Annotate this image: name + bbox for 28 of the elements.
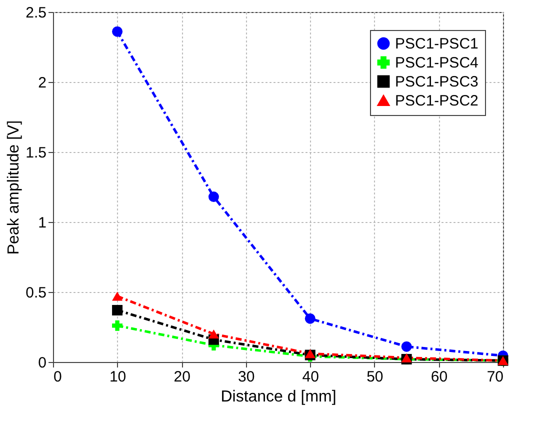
legend-label: PSC1-PSC1 <box>395 36 478 52</box>
point <box>304 313 316 324</box>
x-tick-label: 70 <box>486 368 504 386</box>
x-tick-label: 20 <box>174 368 190 386</box>
y-tick-label: 0.5 <box>26 284 46 302</box>
y-tick-label: 2 <box>38 74 46 92</box>
x-tick-label: 0 <box>54 368 62 386</box>
point <box>112 26 123 37</box>
x-tick-label: 10 <box>109 368 126 386</box>
y-tick-label: 1 <box>38 214 46 232</box>
y-tick-label: 0 <box>38 354 46 372</box>
legend-label: PSC1-PSC4 <box>395 54 478 72</box>
point <box>112 320 123 331</box>
point <box>112 292 123 301</box>
point <box>112 304 123 316</box>
point <box>208 329 219 339</box>
y-tick-label: 1.5 <box>26 144 46 162</box>
x-axis-title: Distance d [mm] <box>220 388 336 406</box>
x-tick-label: 40 <box>302 368 319 386</box>
legend-label: PSC1-PSC2 <box>395 92 478 110</box>
x-tick-label: 30 <box>238 368 255 386</box>
y-axis-title: Peak amplitude [V] <box>6 120 23 255</box>
legend-label: PSC1-PSC3 <box>395 74 478 90</box>
point <box>208 192 219 202</box>
y-tick-label: 2.5 <box>26 4 46 22</box>
x-tick-label: 60 <box>430 368 448 386</box>
x-tick-label: 50 <box>366 368 384 386</box>
point <box>401 341 412 352</box>
